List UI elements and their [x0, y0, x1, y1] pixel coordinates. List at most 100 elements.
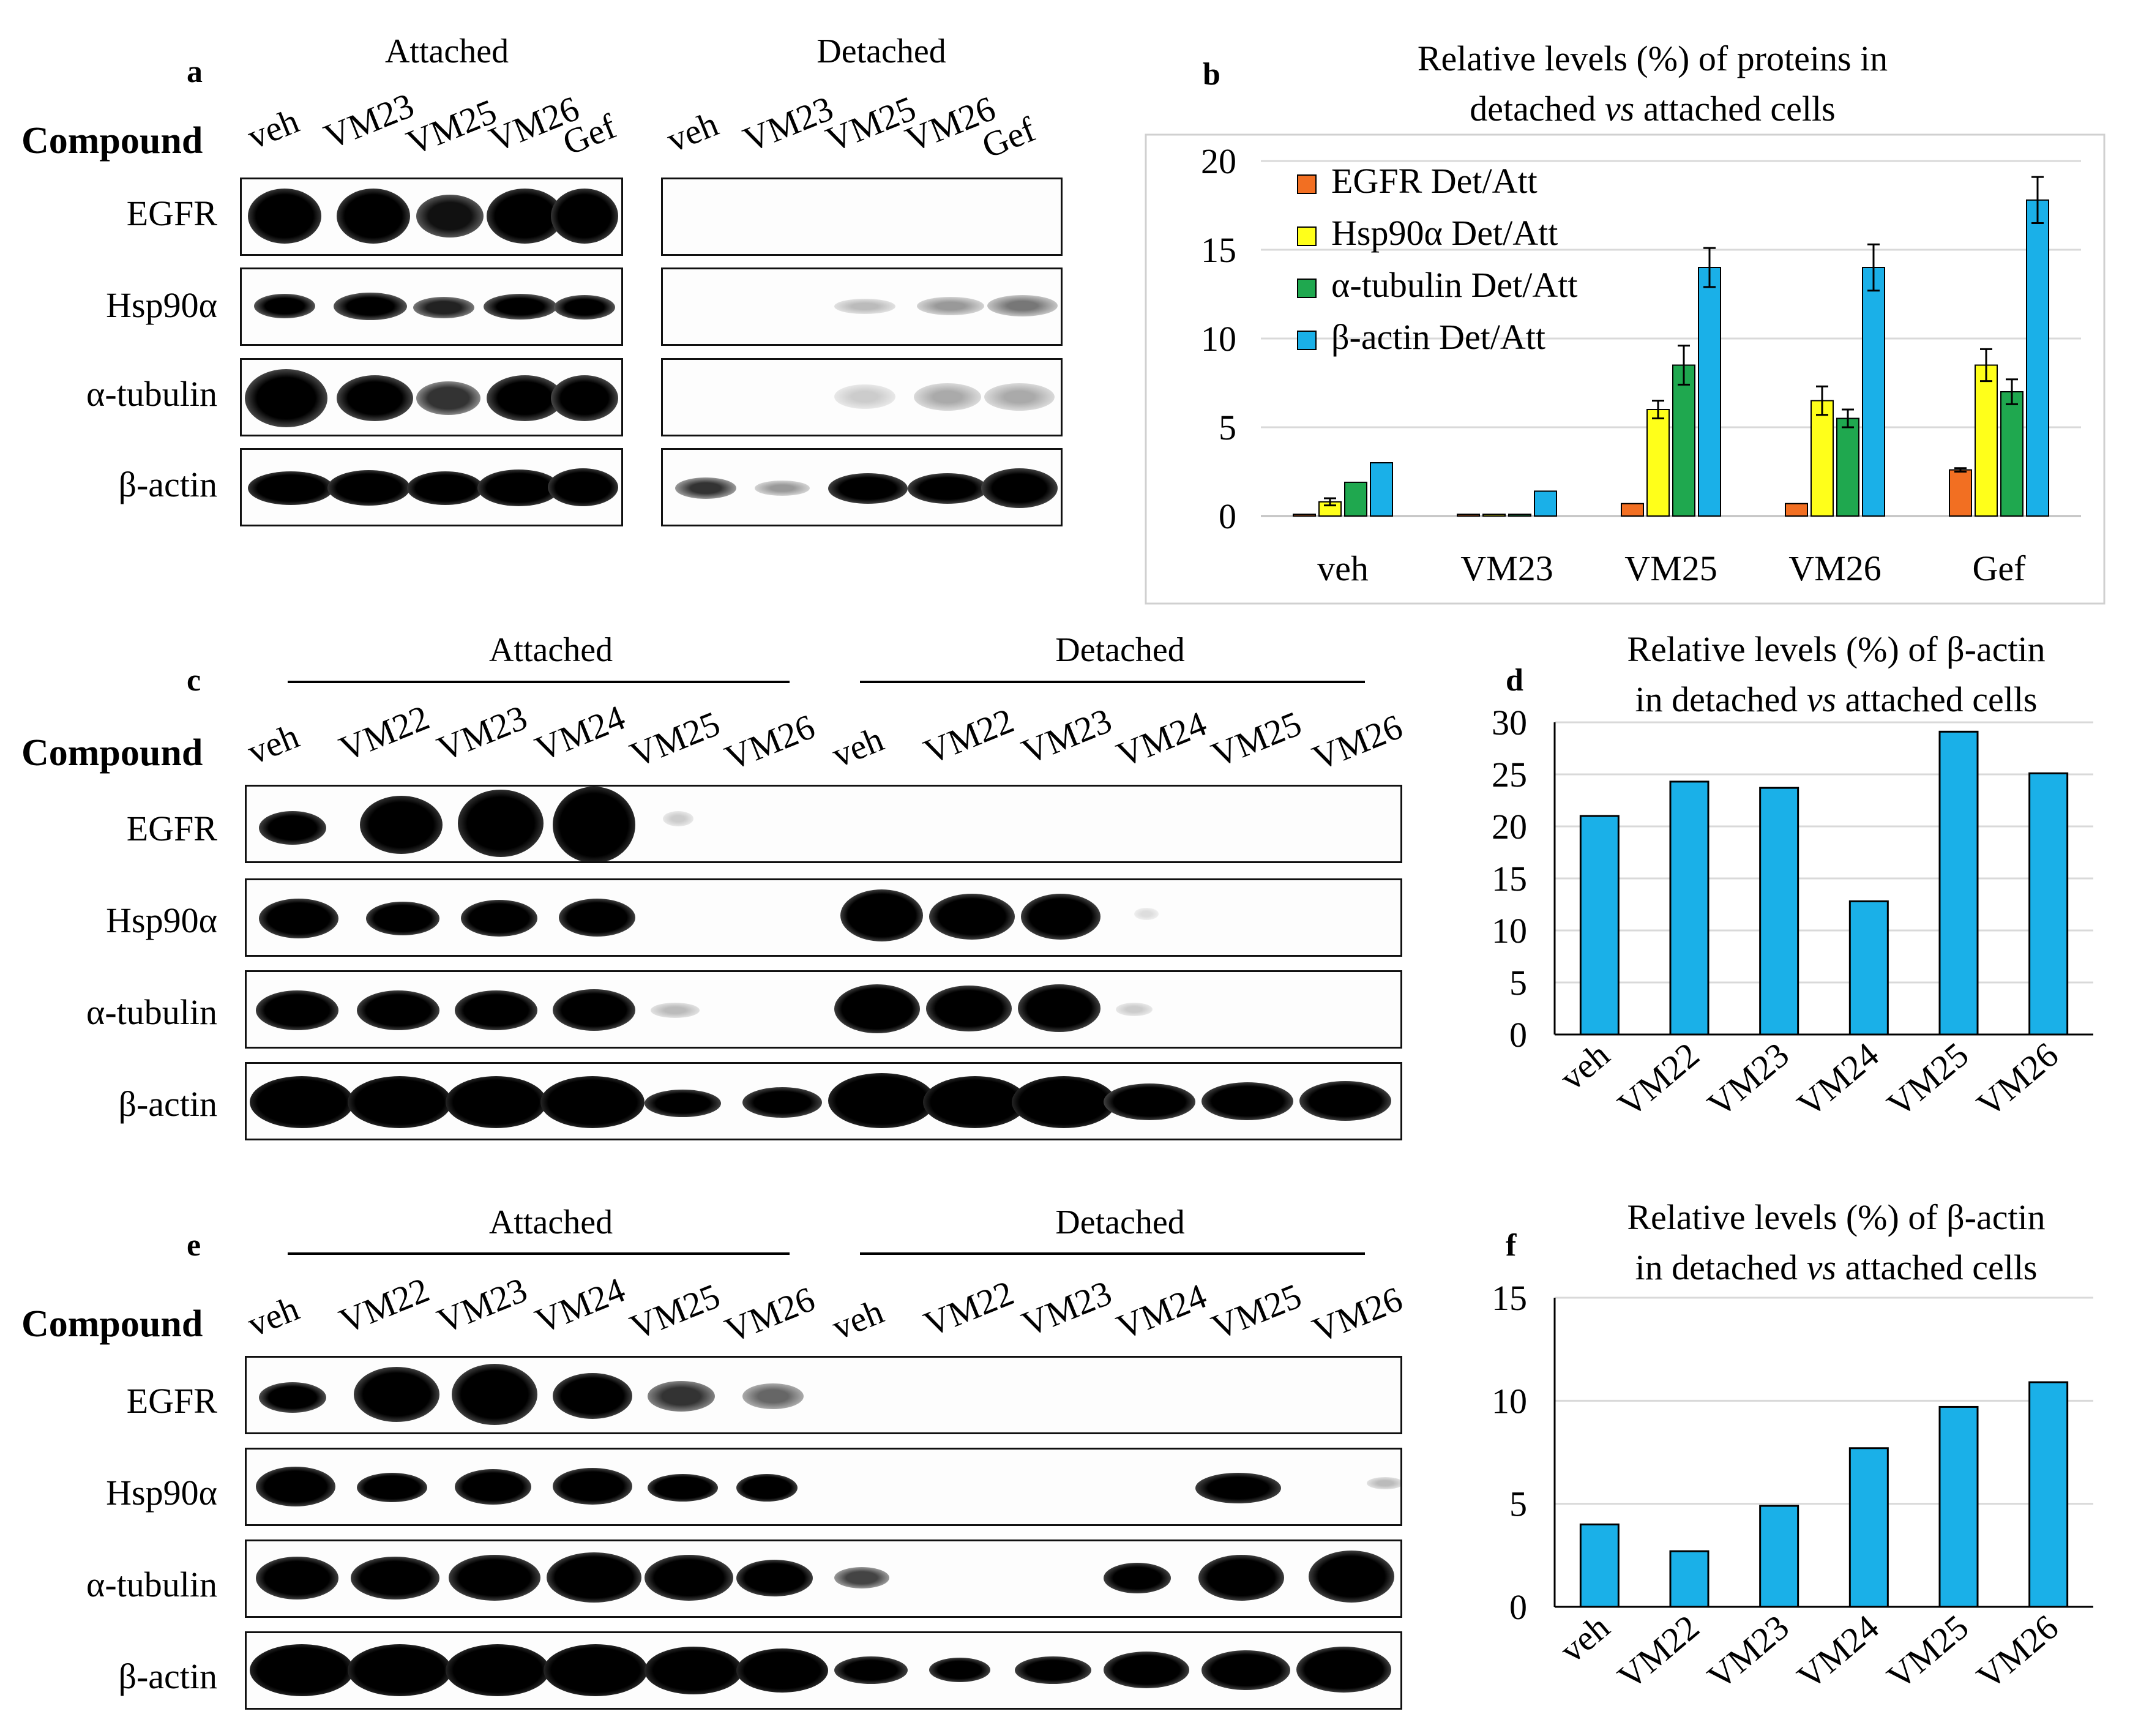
lane-label: VM26 [719, 1279, 821, 1351]
blot-actin-detached [661, 448, 1063, 526]
x-tick-label: veh [1552, 1607, 1617, 1671]
blot-tubulin-e [245, 1540, 1402, 1618]
bar [1646, 409, 1670, 517]
bar [1579, 1523, 1620, 1608]
y-tick-label: 30 [1492, 710, 1527, 743]
x-tick-label: VM25 [1624, 548, 1717, 588]
detached-bracket-e [860, 1252, 1365, 1255]
x-tick-label: veh [1317, 548, 1369, 588]
x-tick-label: VM25 [1880, 1607, 1976, 1697]
bar [1862, 267, 1885, 517]
lane-label: VM24 [529, 1270, 631, 1342]
bar [1938, 730, 1979, 1036]
chart-b: 0 5 10 15 20 veh VM23 VM25 VM26 Gef EGFR Det/Att Hs… [1145, 133, 2106, 605]
blot-actin-e [245, 1631, 1402, 1710]
row-label: α-tubulin [86, 1565, 217, 1604]
detached-header-c: Detached [1055, 631, 1185, 669]
bar [1836, 417, 1859, 517]
row-label: α-tubulin [86, 374, 217, 414]
y-tick-label: 0 [1219, 496, 1236, 536]
lane-label: VM24 [1111, 1276, 1213, 1348]
x-tick-label: VM24 [1790, 1607, 1886, 1697]
lane-label: VM26 [1307, 1279, 1408, 1351]
lane-label: VM22 [334, 1270, 435, 1342]
blot-hsp90-e [245, 1448, 1402, 1526]
bar [1579, 815, 1620, 1036]
x-tick-label: VM22 [1610, 1607, 1707, 1697]
bar [2028, 772, 2069, 1036]
bar [1457, 514, 1480, 517]
row-label: Hsp90α [106, 900, 217, 940]
y-tick-label: 5 [1219, 408, 1236, 447]
attached-header-e: Attached [488, 1203, 613, 1241]
y-tick-label: 10 [1492, 1381, 1527, 1421]
row-label: EGFR [126, 193, 217, 233]
lane-label: VM25 [1206, 1276, 1307, 1348]
lane-label: VM25 [1206, 703, 1307, 776]
legend-label: α-tubulin Det/Att [1331, 265, 1578, 305]
chart-b-title: Relative levels (%) of proteins in detac… [1417, 39, 1888, 129]
attached-bracket-c [288, 681, 790, 683]
x-tick-label: VM22 [1610, 1034, 1707, 1124]
panel-label-e: e [187, 1228, 201, 1263]
lane-label: VM26 [1307, 706, 1408, 779]
attached-bracket-e [288, 1252, 790, 1255]
blot-hsp90-detached [661, 268, 1063, 346]
bar [2026, 199, 2049, 517]
blot-tubulin-detached [661, 358, 1063, 436]
lane-label: VM23 [432, 697, 533, 769]
lane-label: veh [242, 1288, 305, 1345]
legend-swatch [1297, 226, 1317, 246]
row-label: EGFR [126, 1381, 217, 1421]
blot-egfr-c [245, 785, 1402, 863]
lane-label: veh [242, 100, 305, 157]
y-tick-label: 20 [1201, 141, 1236, 181]
y-tick-label: 10 [1492, 911, 1527, 951]
lane-label: VM22 [918, 1273, 1020, 1345]
attached-header-c: Attached [488, 631, 613, 669]
y-tick-label: 15 [1492, 1278, 1527, 1318]
bar [1508, 514, 1531, 517]
x-tick-label: VM23 [1460, 548, 1553, 588]
y-tick-label: 20 [1492, 807, 1527, 847]
legend-label: EGFR Det/Att [1331, 161, 1538, 201]
blot-hsp90-c [245, 878, 1402, 957]
x-tick-label: VM24 [1790, 1034, 1886, 1124]
lane-label: VM22 [918, 700, 1020, 773]
row-label: EGFR [126, 809, 217, 848]
bar [2028, 1381, 2069, 1608]
y-tick-label: 15 [1201, 230, 1236, 270]
legend-label: Hsp90α Det/Att [1331, 213, 1558, 253]
panel-label-a: a [187, 54, 203, 89]
detached-header-a: Detached [816, 32, 946, 70]
lane-label: VM24 [529, 697, 631, 769]
bar [1370, 462, 1393, 517]
bar [1698, 267, 1721, 517]
blot-tubulin-attached [240, 358, 623, 436]
lane-label: VM25 [624, 1276, 726, 1348]
x-tick-label: VM23 [1700, 1034, 1796, 1124]
y-tick-label: 5 [1509, 1484, 1527, 1524]
lane-label: VM23 [1016, 1273, 1118, 1345]
blot-egfr-detached [661, 178, 1063, 256]
legend-swatch [1297, 279, 1317, 298]
bar [1759, 787, 1799, 1036]
x-tick-label: veh [1552, 1034, 1617, 1098]
legend-label: β-actin Det/Att [1331, 317, 1545, 357]
x-tick-label: Gef [1973, 548, 2027, 588]
lane-label: VM25 [624, 703, 726, 776]
chart-border [1145, 133, 2106, 605]
legend-swatch [1297, 174, 1317, 194]
chart-f-title: Relative levels (%) of β-actin in detach… [1627, 1197, 2046, 1287]
blot-actin-attached [240, 448, 623, 526]
panel-label-b: b [1203, 57, 1220, 92]
bar [1621, 503, 1644, 517]
row-label: α-tubulin [86, 992, 217, 1032]
bar [1810, 400, 1834, 517]
y-tick-label: 5 [1509, 963, 1527, 1003]
lane-label: veh [826, 719, 889, 776]
bar [1669, 1550, 1710, 1608]
row-label: β-actin [118, 1656, 217, 1696]
bar [1848, 900, 1889, 1036]
